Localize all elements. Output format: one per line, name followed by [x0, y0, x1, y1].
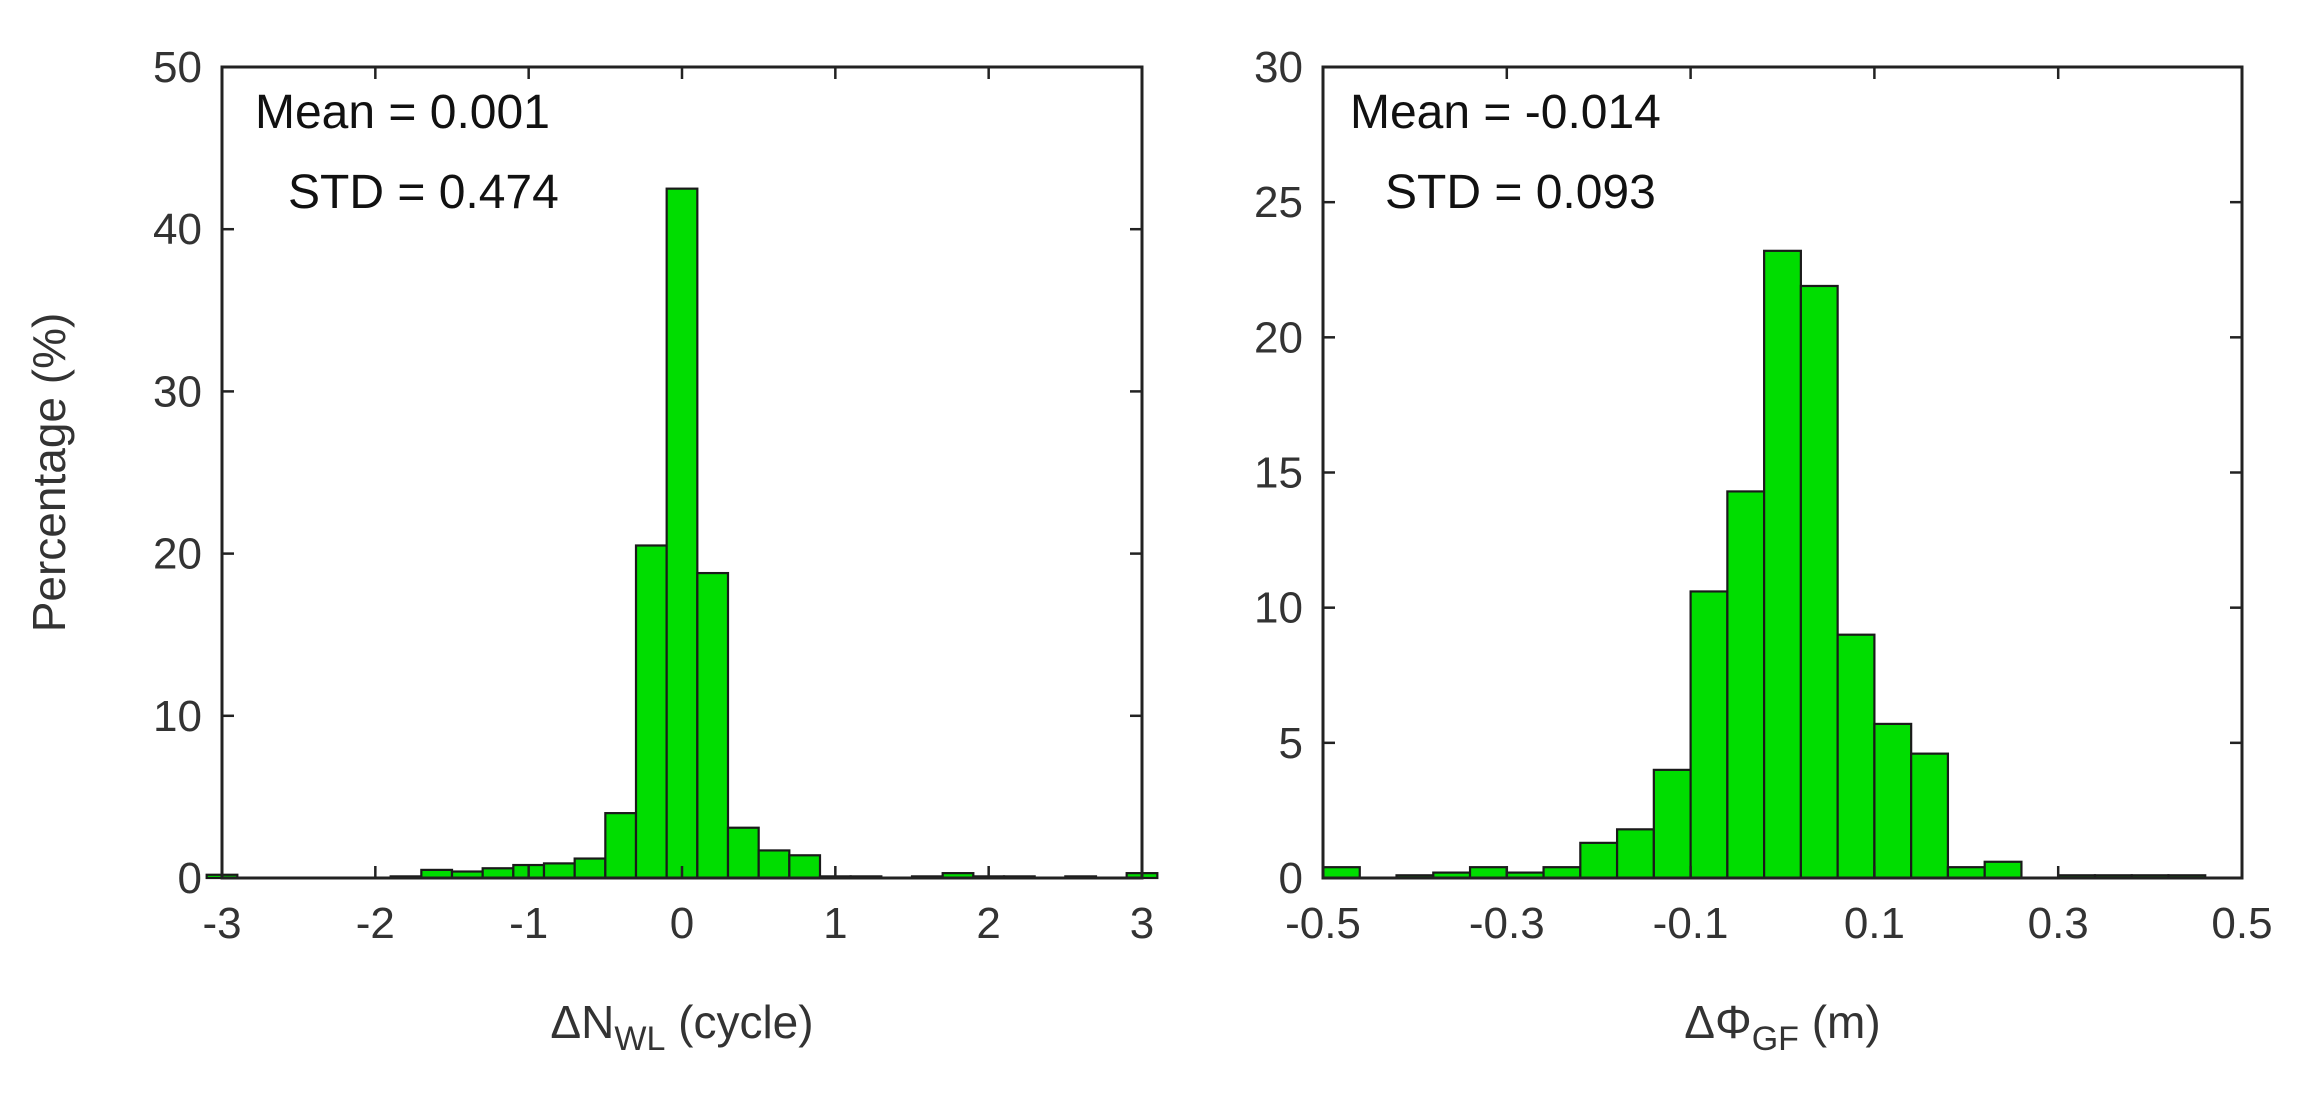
chart-2-xtick-label: 0.1: [1844, 899, 1905, 948]
chart-1-bar-7: [573, 857, 607, 880]
chart-2-bar-15: [1910, 752, 1950, 880]
chart-1-ytick-label: 30: [153, 367, 202, 416]
chart-1-bar-8: [604, 812, 638, 880]
chart-1-xtick-label: -3: [202, 899, 241, 948]
chart-2-ytick-label: 10: [1254, 584, 1303, 633]
chart-2-bar-16: [1946, 866, 1986, 880]
chart-1-annotation-mean: Mean = 0.001: [255, 86, 550, 139]
chart-2-ytick-label: 5: [1279, 719, 1303, 768]
chart-1-xtick-label: -1: [509, 899, 548, 948]
chart-1-bar-11: [696, 571, 730, 880]
chart-1-xtick-label: 0: [670, 899, 694, 948]
chart-2-ytick-label: 20: [1254, 313, 1303, 362]
chart-2-bar-11: [1763, 249, 1802, 880]
chart-2-ytick-label: 15: [1254, 449, 1303, 498]
chart-2-ytick-label: 30: [1254, 43, 1303, 92]
chart-2-bar-17: [1983, 860, 2023, 880]
chart-2-bar-0: [1321, 866, 1361, 880]
chart-2-bar-10: [1726, 490, 1766, 880]
chart-2-annotation-std: STD = 0.093: [1385, 166, 1656, 219]
chart-1-xlabel-subscript: WL: [614, 1020, 665, 1058]
chart-1-bar-12: [726, 826, 760, 880]
chart-2-xtick-label: 0.3: [2028, 899, 2089, 948]
chart-1-annotation-std: STD = 0.474: [288, 166, 559, 219]
chart-2-xtick-label: 0.5: [2211, 899, 2272, 948]
chart-2-xlabel-symbol: ΔΦ: [1684, 996, 1751, 1048]
chart-1-xtick-label: 3: [1130, 899, 1154, 948]
chart-1-ylabel: Percentage (%): [23, 313, 75, 633]
chart-2-xtick-label: -0.5: [1285, 899, 1361, 948]
chart-1-bar-14: [788, 854, 822, 880]
chart-1-xtick-label: 1: [823, 899, 847, 948]
chart-2-bar-9: [1689, 590, 1729, 880]
chart-1-ytick-label: 50: [153, 43, 202, 92]
chart-1-xtick-label: 2: [976, 899, 1000, 948]
chart-2-xlabel-unit: (m): [1799, 996, 1881, 1048]
chart-2-xlabel-subscript: GF: [1752, 1020, 1799, 1058]
chart-2-bar-14: [1873, 722, 1913, 880]
chart-1-ytick-label: 20: [153, 530, 202, 579]
chart-2-bar-13: [1836, 633, 1876, 880]
chart-2-xtick-label: -0.3: [1469, 899, 1545, 948]
chart-2-ytick-label: 0: [1279, 854, 1303, 903]
chart-2-bar-12: [1799, 284, 1839, 880]
chart-1-ytick-label: 40: [153, 205, 202, 254]
chart-1-xlabel-unit: (cycle): [665, 996, 813, 1048]
chart-1-bar-13: [757, 849, 791, 880]
chart-2-bar-5: [1542, 866, 1582, 880]
chart-1-xlabel: ΔNWL (cycle): [550, 996, 813, 1058]
chart-2: 0 5 10 15 20 25 30 -0.5 -0.3 -0.1 0.1 0.3 0.5 ΔΦGF (m…: [1254, 43, 2273, 1058]
chart-1-xlabel-symbol: ΔN: [550, 996, 614, 1048]
chart-1-bar-6: [542, 862, 576, 880]
chart-1-ytick-label: 10: [153, 692, 202, 741]
chart-2-xtick-label: -0.1: [1653, 899, 1729, 948]
chart-2-bar-6: [1579, 841, 1619, 880]
chart-1-bar-10: [665, 187, 699, 880]
chart-2-annotation-mean: Mean = -0.014: [1350, 86, 1661, 139]
chart-2-ytick-label: 25: [1254, 178, 1303, 227]
chart-2-bar-8: [1652, 768, 1692, 880]
chart-1-xtick-label: -2: [356, 899, 395, 948]
chart-2-xlabel: ΔΦGF (m): [1684, 996, 1880, 1058]
chart-2-bar-7: [1615, 828, 1655, 880]
chart-1-bar-9: [634, 544, 668, 880]
chart-2-bar-3: [1468, 866, 1508, 880]
chart-1: 0 10 20 30 40 50 -3 -2 -1 0 1 2 3 ΔNWL (cycle) Percent…: [23, 43, 1159, 1058]
chart-1-ytick-label: 0: [178, 854, 202, 903]
